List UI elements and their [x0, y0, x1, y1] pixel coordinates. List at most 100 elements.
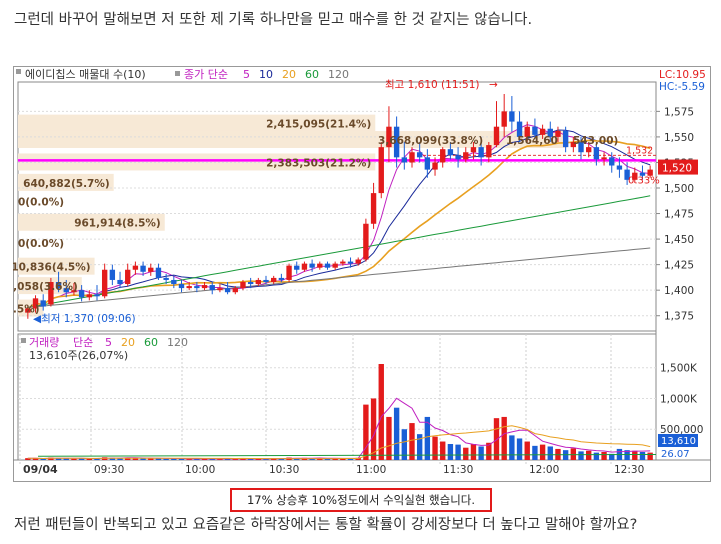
candle-body — [547, 128, 553, 137]
candle-body — [78, 290, 85, 298]
volume-bar — [578, 451, 584, 460]
volume-bar — [32, 458, 39, 460]
volume-bar — [639, 452, 646, 460]
candle-body — [370, 193, 377, 224]
volume-bar — [171, 458, 177, 460]
ma10-line — [27, 129, 651, 310]
volume-bar — [432, 436, 438, 460]
candle-body — [109, 269, 116, 280]
volume-bar — [324, 458, 331, 460]
volume-title: 거래량 — [29, 336, 59, 349]
time-tick-label: 10:30 — [269, 464, 299, 476]
volume-bar — [593, 452, 600, 460]
volume-bar — [55, 458, 62, 460]
candle-body — [294, 265, 300, 270]
candle-body — [140, 265, 146, 272]
candle-body — [340, 261, 346, 264]
intro-paragraph: 그런데 바꾸어 말해보면 저 또한 제 기록 하나만을 믿고 매수를 한 것 같… — [14, 12, 533, 28]
volume-bar — [94, 458, 100, 460]
volume-profile-bar — [18, 257, 95, 275]
candle-body — [148, 267, 154, 272]
candle-body — [624, 169, 630, 180]
volume-profile-label: 510,836(4.5%) — [13, 262, 91, 274]
volume-bar — [493, 418, 500, 460]
stock-chart[interactable]: 1,5751,5501,5251,5001,4751,4501,4251,400… — [0, 66, 711, 482]
volume-profile-label: 3,668,099(33.8%) — [378, 135, 483, 147]
candle-body — [378, 147, 384, 194]
candle-body — [255, 279, 262, 285]
volume-pct-tag: 26.07 — [661, 449, 690, 460]
candle-body — [163, 277, 169, 280]
volume-tag-bg — [658, 434, 698, 447]
ma120-line — [27, 247, 651, 308]
candle-body — [524, 126, 530, 137]
candle-body — [532, 126, 538, 135]
volume-bar — [416, 434, 423, 460]
volume-bar — [309, 458, 315, 460]
outro-paragraph: 저런 패턴들이 반복되고 있고 요즘같은 하락장에서는 통할 확률이 강세장보다… — [14, 517, 638, 533]
candle-body — [201, 285, 208, 289]
volume-profile-label: 961,914(8.5%) — [74, 218, 161, 230]
volume-bar — [516, 438, 523, 460]
high-arrow: → — [489, 79, 498, 91]
volume-bar — [40, 458, 46, 460]
candle-body — [416, 152, 423, 158]
candle-body — [386, 126, 392, 148]
volume-legend-period: 60 — [144, 336, 158, 349]
volume-bar — [78, 458, 85, 460]
volume-bar — [278, 458, 285, 460]
chart-svg[interactable]: 1,5751,5501,5251,5001,4751,4501,4251,400… — [0, 66, 711, 482]
volume-bar — [48, 457, 54, 460]
title-marker-icon — [16, 69, 21, 74]
volume-profile-bar — [18, 213, 165, 231]
candle-body — [355, 259, 361, 264]
candle-body — [278, 277, 285, 280]
candle-body — [486, 145, 492, 158]
price-legend-label: 종가 단순 — [184, 68, 228, 81]
volume-bar — [232, 459, 238, 460]
volume-bar — [524, 441, 530, 460]
candle-body — [271, 277, 277, 282]
high-price-note: 최고 1,610 (11:51) — [385, 79, 480, 91]
volume-ma60-line — [37, 453, 657, 457]
price-legend-period: 20 — [282, 68, 296, 81]
candle-body — [393, 126, 400, 158]
candle-body — [301, 263, 308, 270]
candle-body — [86, 294, 92, 298]
level-line-label: 1,532 — [626, 145, 653, 156]
volume-profile-bar — [18, 153, 376, 171]
candle-body — [263, 279, 269, 282]
candle-body — [55, 282, 62, 289]
volume-bar — [440, 441, 446, 460]
volume-bar — [347, 458, 354, 460]
candle-body — [240, 282, 246, 289]
candle-body — [332, 263, 338, 268]
candle-body — [32, 298, 39, 309]
volume-bar — [117, 458, 123, 460]
time-tick-label: 12:00 — [529, 464, 559, 476]
candle-body — [247, 282, 254, 285]
price-tick-label: 1,400 — [664, 285, 694, 297]
volume-profile-label: 0(0.0%) — [18, 238, 64, 250]
volume-bar — [370, 398, 377, 460]
candle-body — [324, 263, 331, 268]
volume-bar — [447, 444, 454, 460]
volume-tick-label: 1,500K — [660, 363, 698, 375]
candle-body — [155, 267, 162, 278]
candle-body — [432, 162, 438, 170]
candle-body — [48, 282, 54, 305]
candle-body — [224, 288, 231, 293]
volume-bar — [463, 447, 469, 460]
volume-bar — [140, 458, 146, 460]
volume-bar — [632, 450, 638, 460]
candle-body — [562, 130, 569, 148]
time-tick-label: 10:00 — [185, 464, 215, 476]
volume-legend-period: 120 — [167, 336, 188, 349]
volume-bar — [570, 448, 577, 460]
ma60-line — [27, 195, 651, 308]
volume-bar — [424, 416, 431, 460]
candle-body — [639, 172, 646, 176]
candle-body — [232, 288, 238, 293]
volume-tag: 13,610 — [661, 436, 696, 447]
candle-body — [132, 265, 139, 270]
